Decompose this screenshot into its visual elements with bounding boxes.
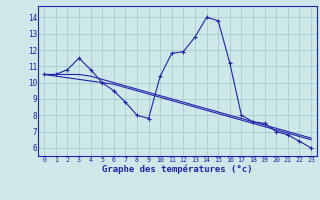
X-axis label: Graphe des températures (°c): Graphe des températures (°c): [102, 165, 253, 174]
